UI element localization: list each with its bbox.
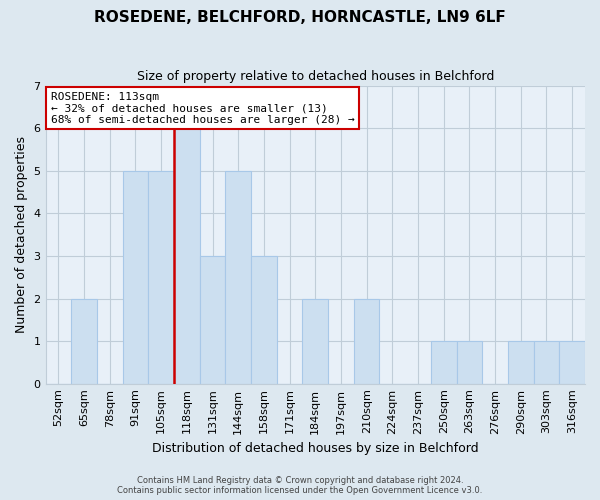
Bar	[122, 170, 148, 384]
Bar	[508, 341, 533, 384]
Y-axis label: Number of detached properties: Number of detached properties	[15, 136, 28, 333]
Text: Contains HM Land Registry data © Crown copyright and database right 2024.
Contai: Contains HM Land Registry data © Crown c…	[118, 476, 482, 495]
Bar	[354, 298, 379, 384]
Bar	[251, 256, 277, 384]
Bar	[148, 170, 174, 384]
Text: ROSEDENE, BELCHFORD, HORNCASTLE, LN9 6LF: ROSEDENE, BELCHFORD, HORNCASTLE, LN9 6LF	[94, 10, 506, 25]
Bar	[71, 298, 97, 384]
X-axis label: Distribution of detached houses by size in Belchford: Distribution of detached houses by size …	[152, 442, 479, 455]
Bar	[302, 298, 328, 384]
Bar	[174, 128, 200, 384]
Bar	[431, 341, 457, 384]
Text: ROSEDENE: 113sqm
← 32% of detached houses are smaller (13)
68% of semi-detached : ROSEDENE: 113sqm ← 32% of detached house…	[51, 92, 355, 124]
Bar	[533, 341, 559, 384]
Title: Size of property relative to detached houses in Belchford: Size of property relative to detached ho…	[137, 70, 494, 83]
Bar	[226, 170, 251, 384]
Bar	[559, 341, 585, 384]
Bar	[200, 256, 226, 384]
Bar	[457, 341, 482, 384]
